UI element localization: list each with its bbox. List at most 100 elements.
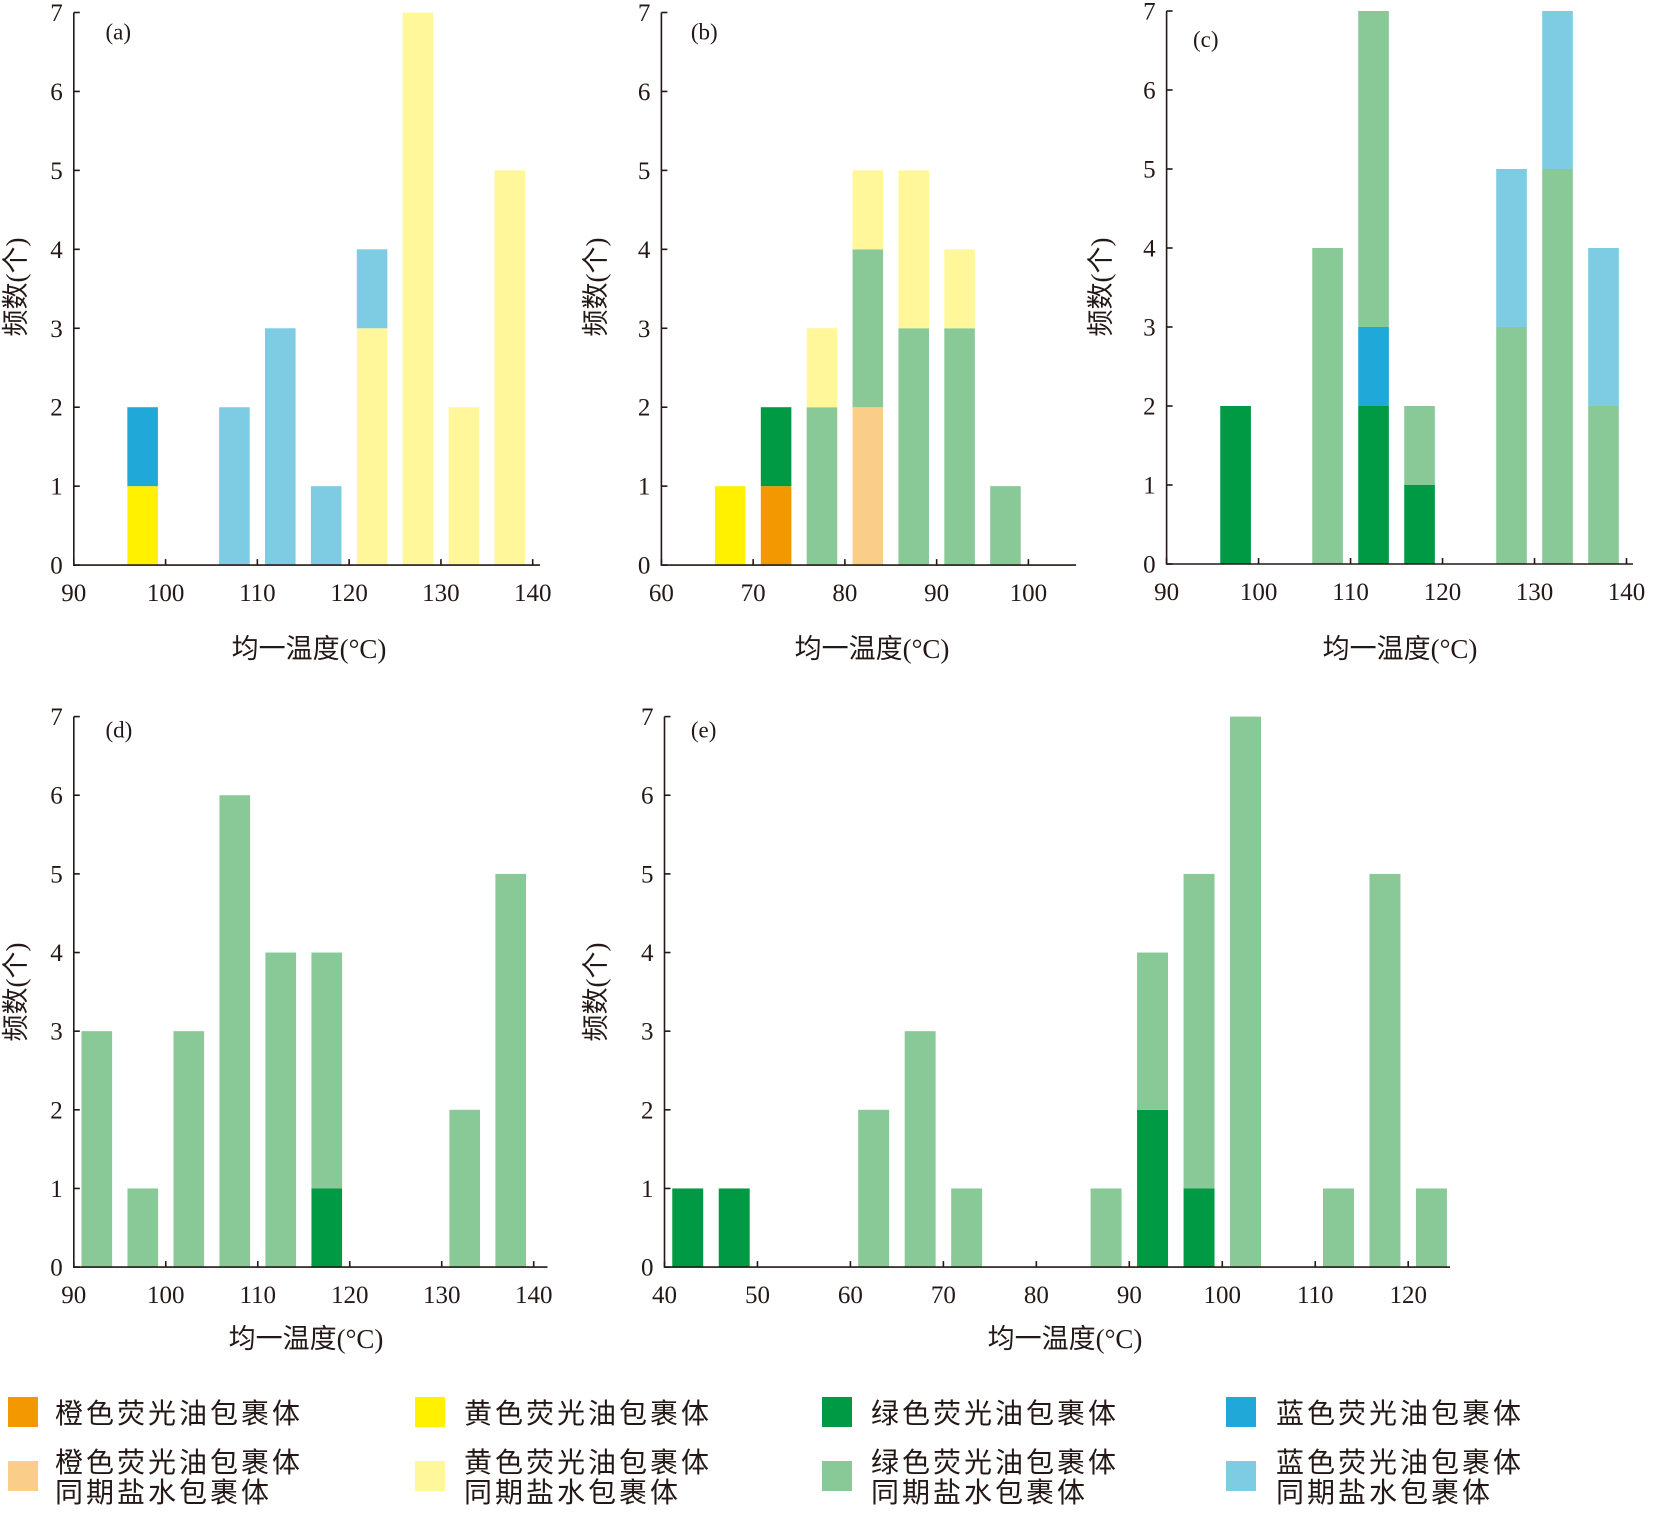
bar-segment-d-97_5-series-6 xyxy=(127,1188,159,1268)
bar-segment-d-117_5-series-2 xyxy=(311,1188,343,1268)
x-axis-title: 均一温度(°C) xyxy=(1323,634,1478,664)
y-tick-label: 3 xyxy=(1143,315,1156,342)
legend-label: 黄色荧光油包裹体 xyxy=(464,1398,712,1430)
y-axis-title: 频数(个) xyxy=(581,943,611,1042)
legend-swatch xyxy=(415,1397,445,1427)
bar-segment-c-127_5-series-7 xyxy=(1496,169,1527,327)
y-tick-label: 4 xyxy=(50,237,63,264)
bar-segment-e-92_5-series-2 xyxy=(1137,1109,1169,1268)
x-tick-label: 110 xyxy=(1332,579,1369,606)
legend-label-line-1: 橙色荧光油包裹体 xyxy=(55,1447,303,1479)
x-tick-label: 120 xyxy=(330,580,368,607)
bar-segment-b-67_5-series-1 xyxy=(714,486,746,566)
histogram-panel-b: 0 1 2 3 4 5 6 7 60 70 80 90 100 (b) 均一温度(°C) 频数(个) xyxy=(581,0,1077,664)
y-tick-label: 1 xyxy=(50,1176,63,1203)
x-tick-label: 90 xyxy=(1154,579,1179,606)
y-tick-label: 7 xyxy=(638,0,651,27)
bar-segment-c-112_5-series-2 xyxy=(1358,406,1389,564)
bar-segment-e-102_5-series-6 xyxy=(1230,716,1261,1268)
x-tick-label: 80 xyxy=(832,580,857,607)
y-tick-label: 6 xyxy=(50,783,63,810)
bar-segment-a-112_5-series-7 xyxy=(265,328,296,566)
legend-item-blue-oil-inclusion: 蓝色荧光油包裹体 xyxy=(1226,1397,1521,1430)
bar-segment-b-92_5-series-6 xyxy=(944,328,975,566)
bar-segment-b-77_5-series-5 xyxy=(806,328,838,408)
x-tick-label: 110 xyxy=(239,580,276,607)
bar-segment-c-132_5-series-7 xyxy=(1542,11,1573,169)
legend-item-yellow-oil-inclusion: 黄色荧光油包裹体 xyxy=(415,1397,712,1430)
legend-label-line-2: 同期盐水包裹体 xyxy=(871,1477,1088,1509)
bar-segment-e-92_5-series-6 xyxy=(1137,952,1169,1110)
y-tick-label: 6 xyxy=(50,79,63,106)
legend-swatch xyxy=(1226,1397,1256,1427)
x-tick-label: 60 xyxy=(649,580,674,607)
legend-label: 绿色荧光油包裹体 xyxy=(871,1398,1119,1430)
y-tick-label: 6 xyxy=(638,79,651,106)
y-axis-title: 频数(个) xyxy=(581,238,611,337)
bar-segment-b-82_5-series-5 xyxy=(852,170,884,250)
bar-segment-b-72_5-series-0 xyxy=(760,486,792,566)
x-tick-label: 100 xyxy=(1240,579,1278,606)
y-tick-label: 4 xyxy=(638,237,651,264)
bar-segment-b-82_5-series-4 xyxy=(852,407,884,566)
bar-segment-e-72_5-series-6 xyxy=(951,1188,983,1268)
bar-segment-a-107_5-series-7 xyxy=(219,407,250,566)
legend-swatch xyxy=(8,1397,38,1427)
bar-segment-e-112_5-series-6 xyxy=(1323,1188,1354,1268)
bar-segment-a-137_5-series-5 xyxy=(494,170,526,566)
y-tick-label: 7 xyxy=(1143,0,1156,26)
y-tick-label: 1 xyxy=(1143,473,1156,500)
bar-segment-c-112_5-series-3 xyxy=(1358,327,1389,406)
y-tick-label: 7 xyxy=(641,704,654,731)
x-axis-title: 均一温度(°C) xyxy=(988,1324,1143,1354)
y-axis-title: 频数(个) xyxy=(1086,238,1116,337)
bar-segment-d-112_5-series-6 xyxy=(265,952,297,1268)
y-tick-label: 5 xyxy=(50,158,63,185)
y-tick-label: 0 xyxy=(641,1255,654,1282)
legend-label-line-2: 同期盐水包裹体 xyxy=(55,1477,272,1509)
bar-segment-c-127_5-series-6 xyxy=(1496,327,1527,564)
legend-swatch xyxy=(822,1397,852,1427)
bar-segment-a-122_5-series-5 xyxy=(356,328,388,566)
legend-swatch xyxy=(8,1461,38,1491)
x-tick-label: 90 xyxy=(61,580,86,607)
bar-segment-c-107_5-series-6 xyxy=(1312,248,1343,564)
y-tick-label: 3 xyxy=(641,1019,654,1046)
bar-segment-e-122_5-series-6 xyxy=(1415,1188,1447,1268)
bar-segment-a-117_5-series-7 xyxy=(310,486,342,566)
y-tick-label: 4 xyxy=(1143,236,1156,263)
bar-segment-c-97_5-series-2 xyxy=(1220,406,1251,564)
y-tick-label: 6 xyxy=(1143,78,1156,105)
x-tick-label: 60 xyxy=(838,1282,863,1309)
bar-segment-a-97_5-series-3 xyxy=(127,407,158,487)
y-tick-label: 3 xyxy=(50,316,63,343)
histogram-panel-d: 0 1 2 3 4 5 6 7 90 100 110 120 130 140 (d) 均一温度(°C) 频数(个… xyxy=(1,704,552,1354)
x-tick-label: 110 xyxy=(239,1282,276,1309)
y-tick-label: 5 xyxy=(638,158,651,185)
bar-segment-a-132_5-series-5 xyxy=(448,407,480,566)
y-tick-label: 1 xyxy=(641,1176,654,1203)
bar-segment-e-47_5-series-2 xyxy=(718,1188,750,1268)
bar-segment-d-102_5-series-6 xyxy=(173,1031,205,1268)
panel-label: (a) xyxy=(106,20,132,45)
y-tick-label: 2 xyxy=(50,395,63,422)
legend-swatch xyxy=(415,1461,445,1491)
bar-segment-e-97_5-series-6 xyxy=(1183,873,1215,1189)
legend-item-orange-coeval-brine-inclusion: 橙色荧光油包裹体 同期盐水包裹体 xyxy=(8,1447,303,1509)
histogram-panel-a: 0 1 2 3 4 5 6 7 90 100 110 120 130 140 (a) 均一温度(°C) 频数(个… xyxy=(1,0,551,664)
x-tick-label: 100 xyxy=(1010,580,1048,607)
histogram-panel-c: 0 1 2 3 4 5 6 7 90 100 110 120 130 140 (c) 均一温度(°C) 频数(个… xyxy=(1086,0,1645,664)
x-tick-label: 100 xyxy=(1204,1282,1242,1309)
x-tick-label: 70 xyxy=(741,580,766,607)
legend-item-orange-oil-inclusion: 橙色荧光油包裹体 xyxy=(8,1397,300,1430)
bar-segment-b-87_5-series-5 xyxy=(898,170,929,329)
y-tick-label: 1 xyxy=(50,474,63,501)
legend-label-line-2: 同期盐水包裹体 xyxy=(464,1477,681,1509)
bar-segment-c-137_5-series-7 xyxy=(1588,248,1619,406)
x-tick-label: 120 xyxy=(331,1282,369,1309)
y-tick-label: 7 xyxy=(50,704,63,731)
x-tick-label: 50 xyxy=(745,1282,770,1309)
x-tick-label: 130 xyxy=(423,1282,461,1309)
bar-segment-c-117_5-series-2 xyxy=(1404,485,1435,564)
x-tick-label: 120 xyxy=(1424,579,1462,606)
